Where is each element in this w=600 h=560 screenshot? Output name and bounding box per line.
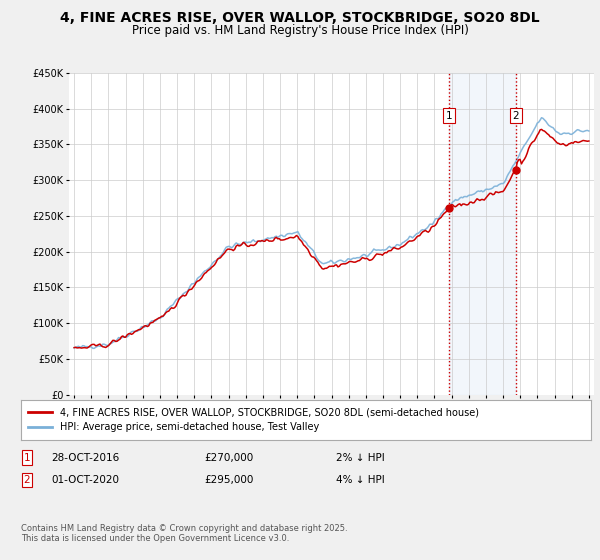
Text: 2% ↓ HPI: 2% ↓ HPI xyxy=(336,452,385,463)
Text: £270,000: £270,000 xyxy=(204,452,253,463)
Legend: 4, FINE ACRES RISE, OVER WALLOP, STOCKBRIDGE, SO20 8DL (semi-detached house), HP: 4, FINE ACRES RISE, OVER WALLOP, STOCKBR… xyxy=(24,404,483,436)
Text: Contains HM Land Registry data © Crown copyright and database right 2025.
This d: Contains HM Land Registry data © Crown c… xyxy=(21,524,347,543)
Bar xyxy=(449,73,516,395)
Text: 1: 1 xyxy=(445,111,452,121)
Text: 28-OCT-2016: 28-OCT-2016 xyxy=(51,452,119,463)
Text: 01-OCT-2020: 01-OCT-2020 xyxy=(51,475,119,485)
Text: £295,000: £295,000 xyxy=(204,475,253,485)
Text: 2: 2 xyxy=(23,475,31,485)
Text: 4, FINE ACRES RISE, OVER WALLOP, STOCKBRIDGE, SO20 8DL: 4, FINE ACRES RISE, OVER WALLOP, STOCKBR… xyxy=(60,11,540,25)
Text: 4% ↓ HPI: 4% ↓ HPI xyxy=(336,475,385,485)
Text: 1: 1 xyxy=(23,452,31,463)
Text: Price paid vs. HM Land Registry's House Price Index (HPI): Price paid vs. HM Land Registry's House … xyxy=(131,24,469,36)
Text: 2: 2 xyxy=(512,111,519,121)
